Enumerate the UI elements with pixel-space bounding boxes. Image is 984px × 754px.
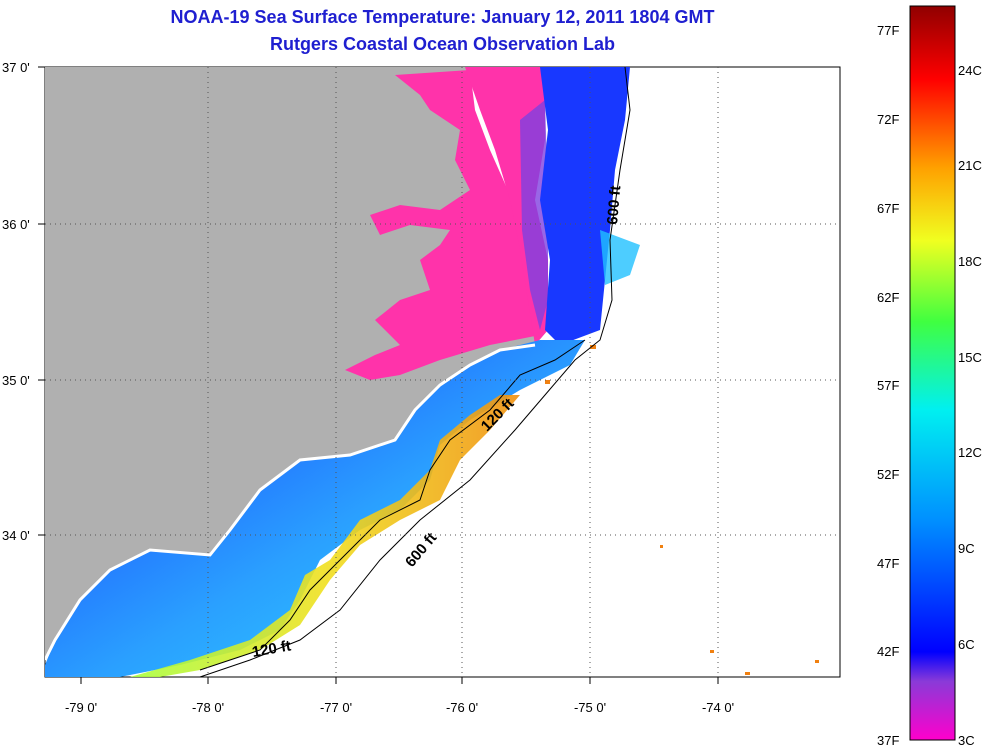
contour-label-120-south: 120 ft <box>251 637 293 661</box>
warm-pixels <box>545 345 819 675</box>
graticule <box>45 67 840 677</box>
coastal-blue-water <box>45 340 585 677</box>
colorbar-c-label: 12C <box>958 445 982 460</box>
lat-tick-label: 37 0' <box>2 60 30 75</box>
colorbar-f-label: 47F <box>877 556 899 571</box>
cold-sound-water <box>345 70 545 380</box>
colorbar <box>909 5 956 741</box>
colorbar-f-label: 72F <box>877 112 899 127</box>
colorbar-f-label: 67F <box>877 201 899 216</box>
lon-tick-label: -77 0' <box>320 700 352 715</box>
map-subtitle: Rutgers Coastal Ocean Observation Lab <box>269 34 616 54</box>
warm-shelf-water <box>130 395 520 677</box>
colorbar-c-label: 24C <box>958 63 982 78</box>
colorbar-f-label: 62F <box>877 290 899 305</box>
lon-tick-label: -74 0' <box>702 700 734 715</box>
lat-tick-label: 35 0' <box>2 373 30 388</box>
colorbar-c-label: 6C <box>958 637 975 652</box>
lon-tick-label: -75 0' <box>574 700 606 715</box>
map-title: NOAA-19 Sea Surface Temperature: January… <box>170 7 715 27</box>
colorbar-f-label: 57F <box>877 378 899 393</box>
colorbar-c-label: 3C <box>958 733 975 748</box>
contour-600ft <box>199 67 631 677</box>
lon-tick-label: -79 0' <box>65 700 97 715</box>
contour-120ft <box>199 339 586 671</box>
lon-tick-label: -76 0' <box>446 700 478 715</box>
colorbar-c-label: 21C <box>958 158 982 173</box>
colorbar-f-label: 42F <box>877 644 899 659</box>
lon-tick-label: -78 0' <box>192 700 224 715</box>
colorbar-c-label: 9C <box>958 541 975 556</box>
offshore-blue-water <box>540 67 630 345</box>
colorbar-f-label: 77F <box>877 23 899 38</box>
colorbar-f-label: 37F <box>877 733 899 748</box>
colorbar-c-label: 15C <box>958 350 982 365</box>
contour-label-600-north: 600 ft <box>604 185 624 226</box>
colorbar-f-label: 52F <box>877 467 899 482</box>
colorbar-c-label: 18C <box>958 254 982 269</box>
lat-tick-label: 34 0' <box>2 528 30 543</box>
lat-tick-label: 36 0' <box>2 217 30 232</box>
axis-ticks <box>38 66 719 684</box>
